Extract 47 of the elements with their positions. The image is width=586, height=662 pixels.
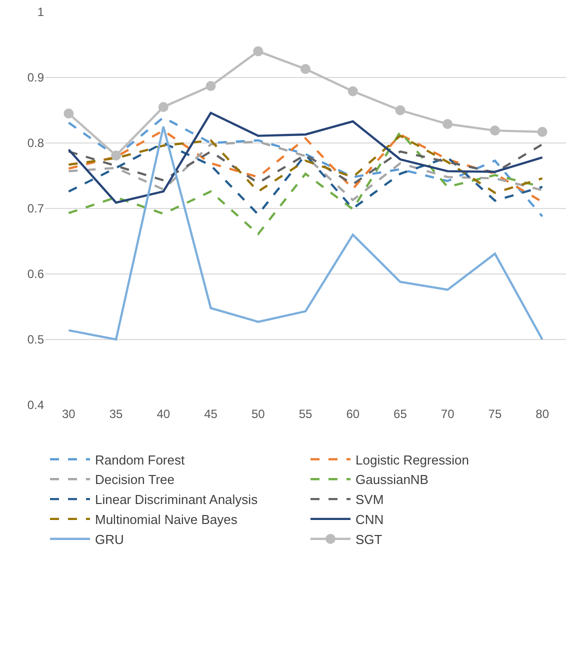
legend-label: GRU [95, 532, 124, 547]
line-series [68, 116, 544, 218]
point [253, 46, 264, 56]
point [300, 64, 310, 74]
y-tick-label: 0.8 [27, 136, 44, 150]
point [206, 81, 216, 92]
x-tick-label: 75 [488, 407, 502, 421]
point [537, 126, 548, 137]
line-series [68, 130, 544, 236]
point [158, 102, 168, 112]
y-tick-label: 0.7 [27, 202, 44, 216]
legend-label: Logistic Regression [356, 452, 469, 468]
x-tick-label: 55 [298, 407, 312, 421]
y-tick-label: 0.9 [27, 70, 44, 85]
y-tick-label: 0.4 [27, 398, 44, 412]
y-tick-label: 0.6 [27, 267, 44, 282]
point [395, 105, 406, 116]
x-tick-label: 50 [251, 407, 266, 421]
point [348, 86, 358, 96]
point [490, 126, 500, 136]
x-tick-label: 80 [536, 407, 550, 421]
x-tick-label: 35 [109, 407, 124, 421]
line-series [68, 134, 544, 194]
point [442, 119, 453, 130]
x-tick-label: 60 [346, 407, 360, 421]
legend-label: SGT [356, 532, 382, 547]
x-tick-label: 30 [62, 407, 76, 421]
legend-label: SVM [356, 492, 384, 508]
legend-label: GaussianNB [356, 472, 428, 488]
legend-label: Decision Tree [95, 472, 174, 488]
legend-label: CNN [356, 512, 384, 528]
line-series [68, 142, 544, 216]
line-series [68, 126, 544, 341]
legend-label: Random Forest [95, 452, 185, 468]
point [111, 150, 122, 160]
y-tick-label: 1 [37, 5, 44, 20]
legend-label: Multinomial Naive Bayes [95, 512, 238, 528]
y-tick-label: 0.5 [27, 332, 44, 347]
point [64, 108, 74, 119]
line-series [68, 140, 544, 202]
line-series [68, 143, 544, 186]
x-tick-label: 40 [156, 407, 170, 421]
x-tick-label: 70 [440, 407, 455, 421]
line-series [68, 112, 544, 204]
x-tick-label: 45 [204, 407, 218, 421]
legend-label: Linear Discriminant Analysis [95, 492, 258, 508]
x-tick-label: 65 [394, 407, 408, 421]
